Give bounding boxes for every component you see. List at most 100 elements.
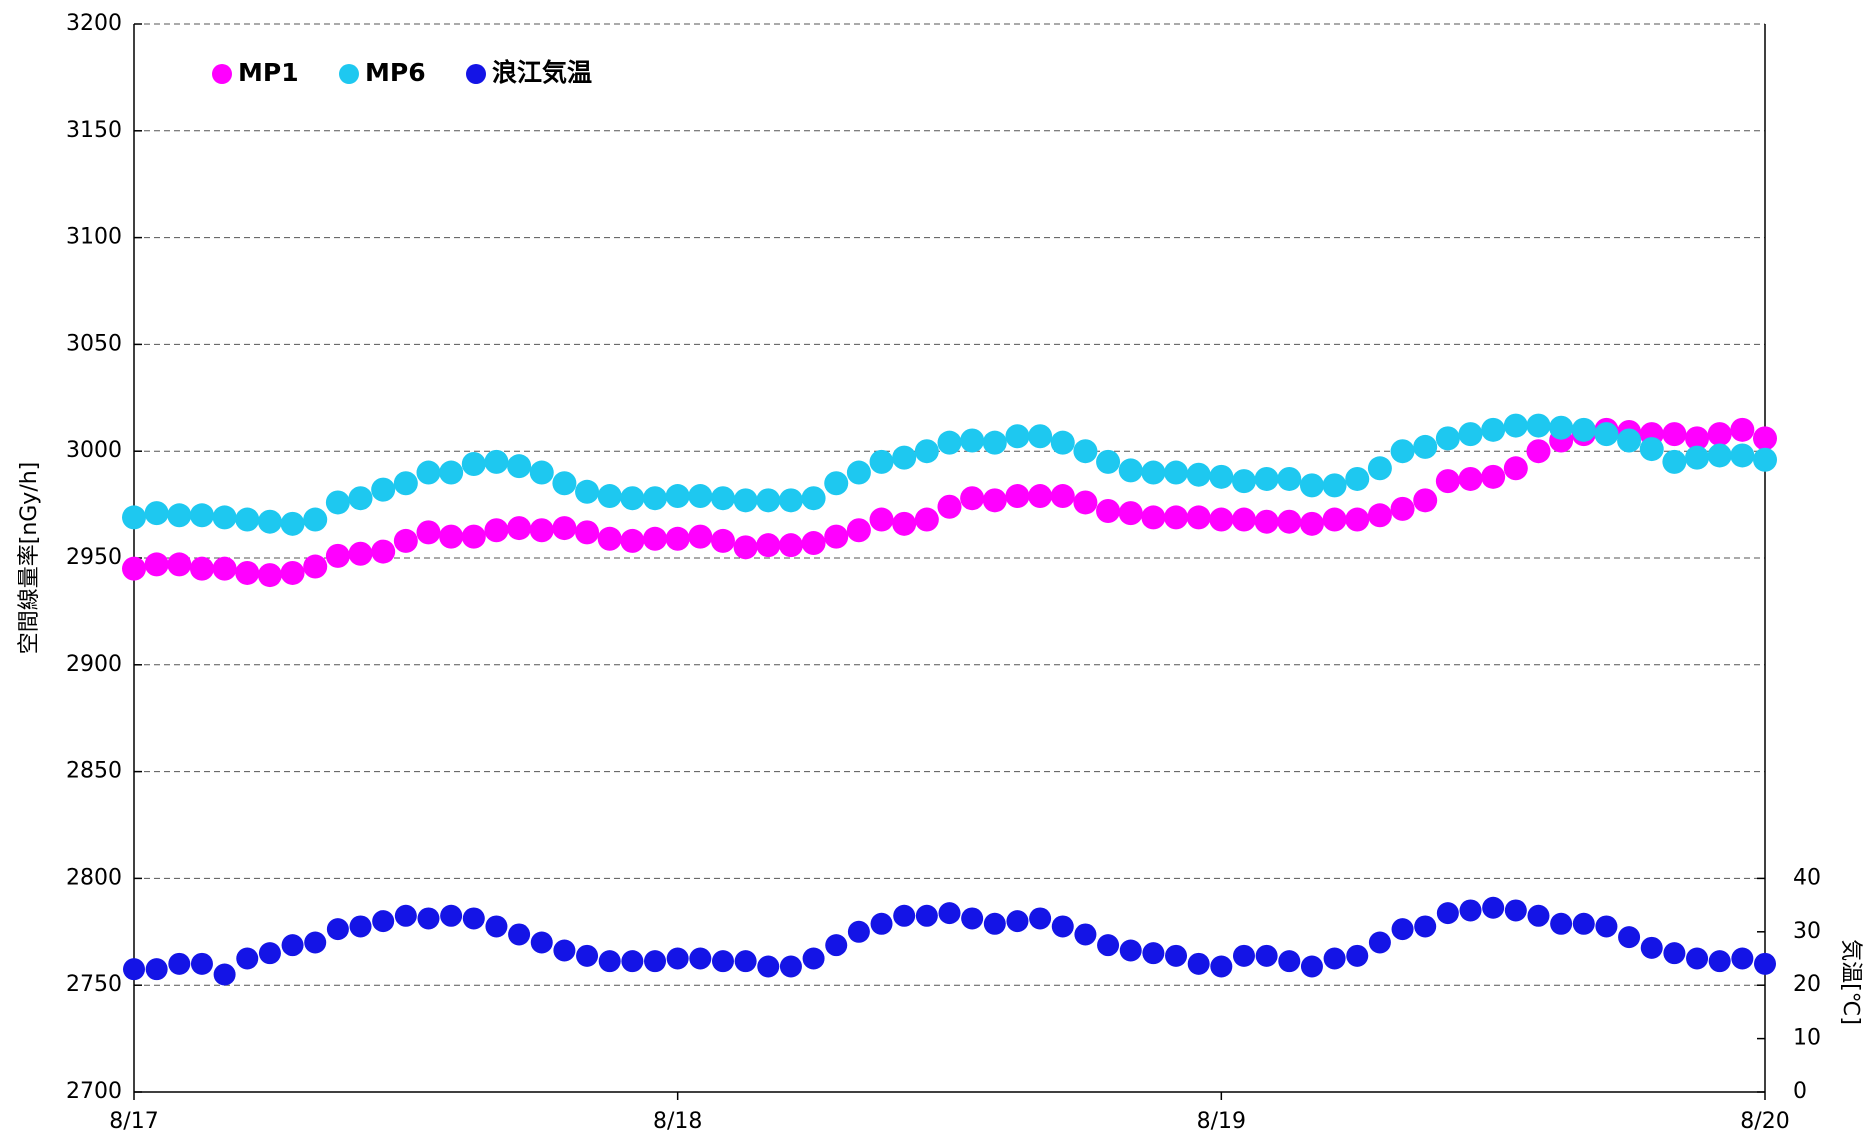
data-point	[937, 430, 962, 455]
data-point	[1413, 488, 1438, 513]
data-point	[1050, 484, 1075, 509]
data-point	[304, 931, 327, 954]
data-point	[643, 486, 668, 511]
data-point	[1594, 422, 1619, 447]
y-tick-label: 3200	[66, 11, 122, 36]
data-point	[892, 445, 917, 470]
data-point	[1096, 449, 1121, 474]
data-point	[552, 471, 577, 496]
data-point	[189, 503, 214, 528]
data-point	[666, 947, 689, 970]
data-point	[461, 524, 486, 549]
data-point	[1277, 509, 1302, 534]
data-point	[1051, 915, 1074, 938]
legend-label: MP1	[238, 58, 299, 87]
data-point	[1458, 466, 1483, 491]
data-point	[1209, 464, 1234, 489]
data-point	[326, 918, 349, 941]
data-point	[1435, 426, 1460, 451]
y-tick-label: 2950	[66, 545, 122, 570]
x-tick-label: 8/17	[109, 1109, 158, 1134]
data-point	[1367, 503, 1392, 528]
data-point	[1141, 460, 1166, 485]
data-point	[1322, 507, 1347, 532]
data-point	[349, 915, 372, 938]
data-point	[235, 560, 260, 585]
legend-marker	[339, 64, 359, 84]
data-point	[688, 524, 713, 549]
data-point	[1322, 473, 1347, 498]
data-point	[1118, 458, 1143, 483]
data-point	[1097, 934, 1120, 957]
y-tick-label: 2850	[66, 759, 122, 784]
data-point	[870, 912, 893, 935]
data-point	[484, 518, 509, 543]
data-point	[213, 963, 236, 986]
y2-tick-label: 40	[1793, 865, 1821, 890]
data-point	[1503, 456, 1528, 481]
data-point	[1164, 505, 1189, 530]
data-point	[1368, 931, 1391, 954]
data-point	[644, 950, 667, 973]
data-point	[1073, 439, 1098, 464]
data-point	[937, 494, 962, 519]
data-point	[1299, 473, 1324, 498]
data-point	[1639, 437, 1664, 462]
data-point	[960, 428, 985, 453]
data-point	[1413, 434, 1438, 459]
y2-tick-label: 10	[1793, 1026, 1821, 1051]
data-point	[1435, 469, 1460, 494]
data-point	[1096, 499, 1121, 524]
data-point	[1210, 955, 1233, 978]
data-point	[1006, 910, 1029, 933]
data-point	[1231, 507, 1256, 532]
data-point	[1073, 490, 1098, 515]
data-point	[779, 955, 802, 978]
data-point	[1481, 464, 1506, 489]
data-point	[1707, 443, 1732, 468]
data-point	[961, 907, 984, 930]
data-point	[1255, 944, 1278, 967]
data-point	[123, 958, 145, 981]
data-point	[1526, 439, 1551, 464]
data-point	[416, 460, 441, 485]
data-point	[1141, 505, 1166, 530]
x-tick-label: 8/19	[1197, 1109, 1246, 1134]
data-point	[1436, 902, 1459, 925]
data-point	[1731, 947, 1754, 970]
data-point	[257, 509, 282, 534]
data-point	[1707, 422, 1732, 447]
data-point	[1753, 426, 1777, 451]
data-point	[1028, 484, 1053, 509]
data-point	[439, 460, 464, 485]
data-point	[575, 520, 600, 545]
data-point	[303, 507, 328, 532]
data-point	[846, 460, 871, 485]
y-tick-label: 3100	[66, 225, 122, 250]
data-point	[665, 484, 690, 509]
data-point	[325, 490, 350, 515]
y2-tick-label: 0	[1793, 1079, 1807, 1104]
y-tick-label: 3050	[66, 331, 122, 356]
data-point	[938, 902, 961, 925]
data-point	[1029, 907, 1052, 930]
data-point	[280, 511, 305, 536]
data-point	[529, 518, 554, 543]
data-point	[1730, 417, 1755, 442]
data-point	[1367, 456, 1392, 481]
data-point	[348, 541, 373, 566]
data-point	[620, 528, 645, 553]
data-point	[508, 923, 531, 946]
data-point	[393, 528, 418, 553]
data-point	[982, 430, 1007, 455]
data-point	[394, 904, 417, 927]
data-point	[372, 910, 395, 933]
data-point	[1527, 904, 1550, 927]
data-point	[1186, 462, 1211, 487]
data-point	[190, 952, 213, 975]
data-point	[756, 488, 781, 513]
data-point	[212, 505, 237, 530]
data-point	[710, 486, 735, 511]
data-point	[825, 934, 848, 957]
data-point	[778, 488, 803, 513]
